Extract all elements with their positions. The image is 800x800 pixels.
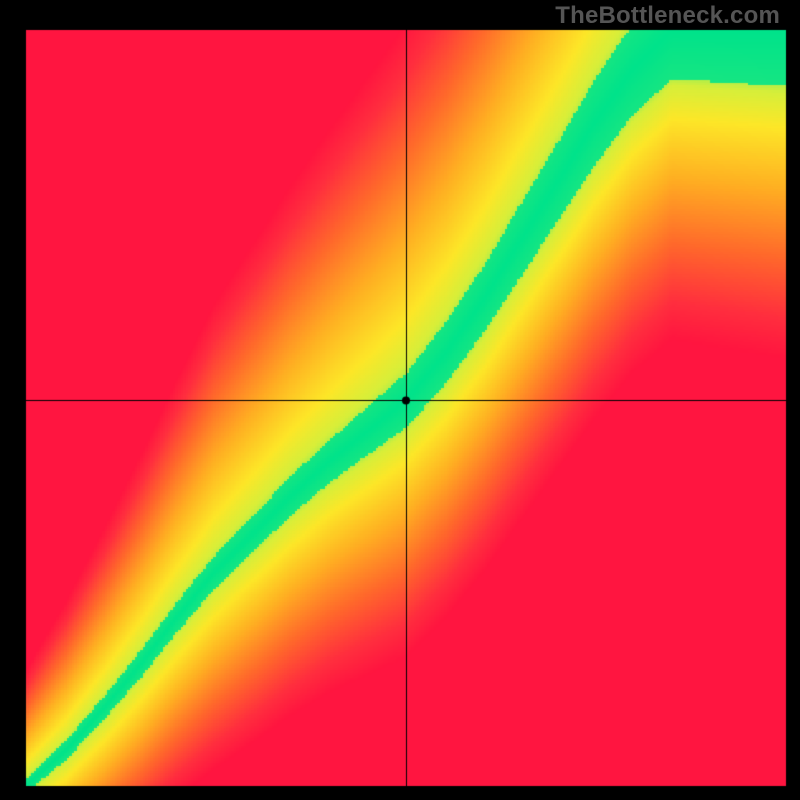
- chart-container: TheBottleneck.com: [0, 0, 800, 800]
- watermark-text: TheBottleneck.com: [555, 2, 780, 30]
- bottleneck-heatmap-canvas: [0, 0, 800, 800]
